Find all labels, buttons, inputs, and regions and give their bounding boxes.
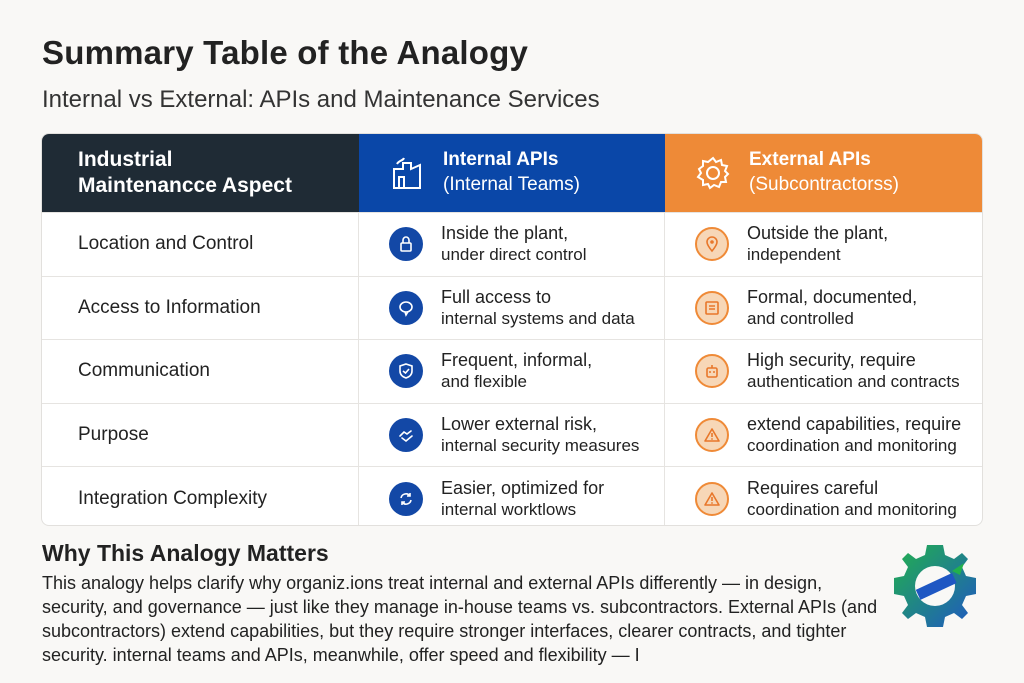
handshake-icon (389, 418, 423, 453)
chat-icon (389, 290, 423, 325)
internal-cell: Frequent, informal, and flexible (359, 340, 665, 403)
table-row: Purpose Lower external risk, internal sec… (42, 402, 982, 467)
external-text-line2: independent (747, 245, 841, 265)
external-text-line1: High security, require (747, 350, 916, 371)
aspect-cell: Location and Control (42, 213, 359, 276)
header-aspect-line1: Industrial (78, 148, 173, 171)
section-title: Why This Analogy Matters (42, 540, 329, 566)
gear-icon (696, 156, 730, 190)
external-text-line2: coordination and monitoring (747, 436, 957, 456)
external-cell: Requires careful coordination and monitor… (665, 467, 982, 525)
internal-text-line2: and flexible (441, 372, 528, 392)
summary-table: Industrial Maintenancce Aspect Internal … (41, 133, 983, 526)
external-text-line2: and controlled (747, 308, 854, 328)
gear-logo-icon (894, 545, 976, 627)
internal-text-line1: Lower external risk, (441, 414, 598, 435)
external-cell: Formal, documented, and controlled (665, 277, 982, 340)
external-text-line1: Outside the plant, (747, 223, 889, 244)
page-subtitle: Internal vs External: APIs and Maintenan… (42, 86, 600, 113)
internal-cell: Lower external risk, internal security me… (359, 403, 665, 467)
header-aspect: Industrial Maintenancce Aspect (42, 134, 359, 212)
internal-cell: Inside the plant, under direct control (359, 213, 665, 276)
table-row: Integration Complexity Easier, optimized… (42, 466, 982, 525)
external-cell: High security, require authentication and… (665, 340, 982, 403)
aspect-cell: Purpose (42, 403, 359, 467)
internal-text-line1: Frequent, informal, (441, 350, 593, 371)
internal-text-line2: under direct control (441, 245, 587, 265)
robot-icon (695, 354, 729, 389)
internal-cell: Full access to internal systems and data (359, 276, 665, 340)
header-external: External APIs (Subcontractorss) (665, 134, 982, 212)
section-paragraph: This analogy helps clarify why organiz.i… (42, 573, 878, 665)
warning-icon (695, 418, 729, 453)
table-row: Access to Information Full access to inte… (42, 275, 982, 340)
table-row: Communication Frequent, informal, and fle… (42, 339, 982, 403)
internal-text-line1: Easier, optimized for (441, 477, 605, 498)
internal-cell: Easier, optimized for internal worktlows (359, 467, 665, 525)
external-text-line1: Requires careful (747, 477, 879, 498)
internal-text-line2: internal worktlows (441, 499, 577, 519)
document-icon (695, 290, 729, 325)
table-header: Industrial Maintenancce Aspect Internal … (42, 134, 982, 212)
lock-icon (389, 227, 423, 262)
external-text-line2: authentication and contracts (747, 372, 960, 392)
internal-text-line2: internal security measures (441, 436, 640, 456)
page-title: Summary Table of the Analogy (42, 34, 529, 71)
table-row: Location and Control Inside the plant, un… (42, 212, 982, 276)
external-cell: extend capabilities, require coordination… (665, 404, 982, 467)
sync-icon (389, 481, 423, 516)
external-text-line2: coordination and monitoring (747, 499, 957, 519)
aspect-cell: Communication (42, 340, 359, 403)
external-cell: Outside the plant, independent (665, 213, 982, 276)
internal-text-line2: internal systems and data (441, 308, 635, 328)
internal-text-line1: Inside the plant, (441, 223, 569, 244)
header-internal-line1: Internal APIs (443, 149, 559, 170)
warning-icon (695, 481, 729, 516)
header-external-line2: (Subcontractorss) (749, 174, 899, 195)
header-aspect-line2: Maintenancce Aspect (78, 174, 292, 197)
header-external-line1: External APIs (749, 149, 871, 170)
internal-text-line1: Full access to (441, 286, 552, 307)
location-pin-icon (695, 227, 729, 262)
header-internal: Internal APIs (Internal Teams) (359, 134, 665, 212)
shield-icon (389, 354, 423, 389)
header-internal-line2: (Internal Teams) (443, 174, 580, 195)
external-text-line1: Formal, documented, (747, 286, 918, 307)
aspect-cell: Access to Information (42, 276, 359, 340)
external-text-line1: extend capabilities, require (747, 414, 962, 435)
aspect-cell: Integration Complexity (42, 467, 359, 525)
factory-icon (393, 157, 421, 189)
